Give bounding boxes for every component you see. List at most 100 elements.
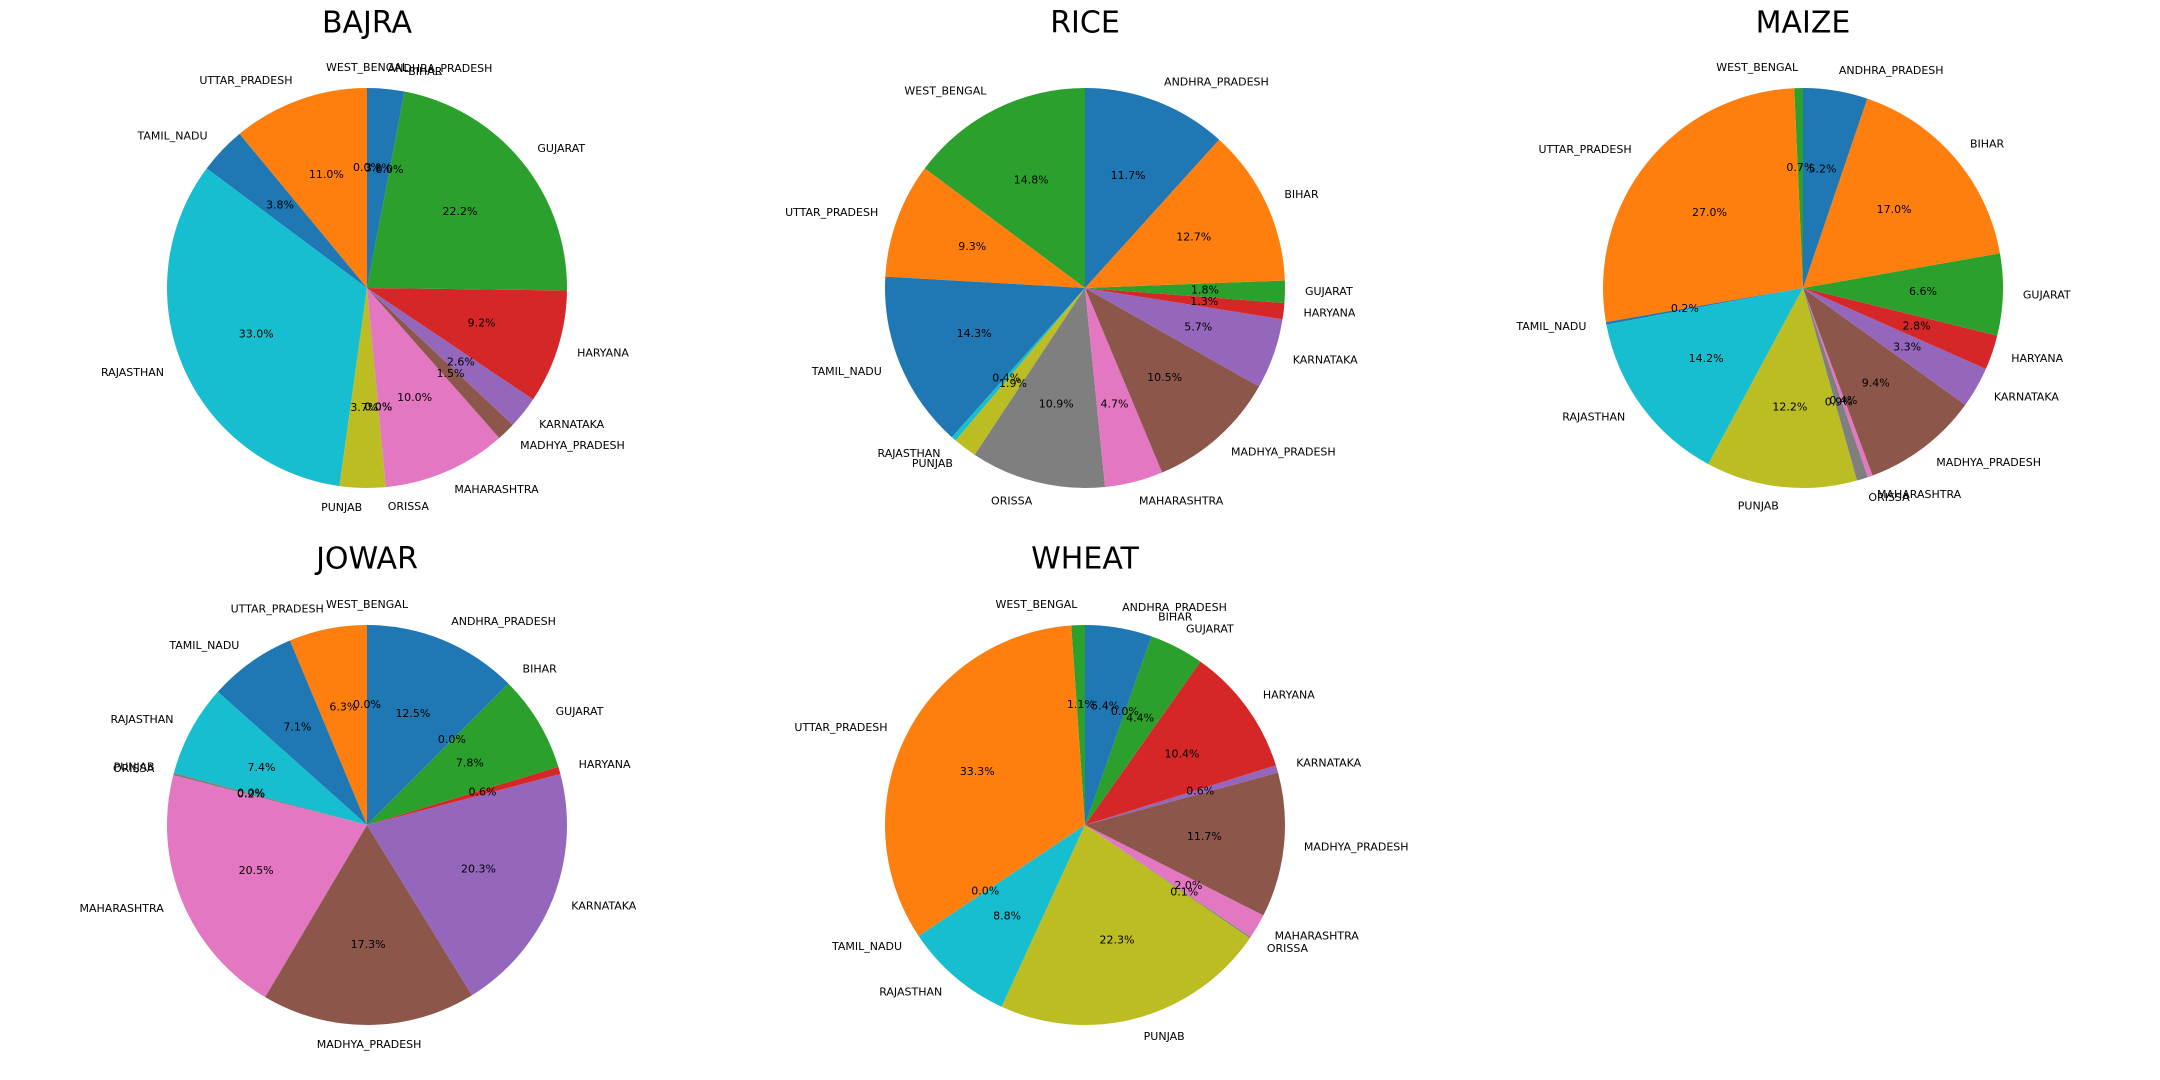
chart-title: RICE bbox=[1050, 6, 1120, 41]
slice-percent-label: 10.9% bbox=[1039, 398, 1074, 411]
chart-title: MAIZE bbox=[1756, 6, 1851, 41]
pie-wedges bbox=[1602, 87, 2003, 488]
slice-category-label: UTTAR_PRADESH bbox=[199, 74, 292, 87]
pie-slice-uttar-pradesh bbox=[1602, 88, 1803, 323]
pie-labels: 0.7% WEST_BENGAL 27.0% UTTAR_PRADESH 0.2% TAM… bbox=[1515, 61, 2070, 513]
slice-percent-label: 4.4% bbox=[1126, 711, 1154, 724]
slice-percent-label: 7.1% bbox=[283, 720, 311, 733]
slice-category-label: RAJASTHAN bbox=[878, 447, 941, 460]
slice-percent-label: 3.3% bbox=[1893, 341, 1921, 354]
pie-slice-tamil-nadu bbox=[217, 640, 367, 825]
pie-slice-andhra-pradesh bbox=[1085, 88, 1220, 288]
slice-category-label: PUNJAB bbox=[1738, 500, 1779, 513]
pie-slice-punjab bbox=[339, 288, 386, 488]
pie-slice-rajasthan bbox=[951, 288, 1085, 441]
slice-category-label: ORISSA bbox=[991, 495, 1033, 508]
slice-percent-label: 10.4% bbox=[1165, 747, 1200, 760]
slice-percent-label: 33.3% bbox=[960, 765, 995, 778]
pie-slice-haryana bbox=[1803, 288, 1998, 369]
slice-percent-label: 0.6% bbox=[468, 785, 496, 798]
pie-slice-madhya-pradesh bbox=[265, 825, 473, 1026]
slice-percent-label: 6.3% bbox=[329, 700, 357, 713]
slice-percent-label: 10.5% bbox=[1147, 371, 1182, 384]
slice-percent-label: 1.9% bbox=[999, 377, 1027, 390]
slice-category-label: RAJASTHAN bbox=[111, 713, 174, 726]
slice-category-label: TAMIL_NADU bbox=[1515, 320, 1586, 333]
pie-chart-rice: RICE14.8%WEST_BENGAL9.3%UTTAR_PRADESH14.… bbox=[785, 6, 1358, 508]
slice-percent-label: 0.4% bbox=[992, 372, 1020, 385]
pie-slice-tamil-nadu bbox=[885, 276, 1085, 438]
pie-slice-orissa bbox=[1085, 825, 1251, 939]
slice-category-label: ANDHRA_PRADESH bbox=[1839, 64, 1944, 77]
pie-slice-west-bengal bbox=[1071, 625, 1085, 825]
slice-percent-label: 17.0% bbox=[1877, 203, 1912, 216]
slice-category-label: GUJARAT bbox=[1186, 623, 1234, 636]
slice-category-label: ANDHRA_PRADESH bbox=[1164, 76, 1269, 89]
slice-percent-label: 33.0% bbox=[239, 327, 274, 340]
slice-category-label: KARNATAKA bbox=[571, 900, 636, 913]
slice-percent-label: 4.7% bbox=[1101, 397, 1129, 410]
pie-slice-madhya-pradesh bbox=[1085, 772, 1286, 916]
slice-percent-label: 0.2% bbox=[237, 787, 265, 800]
pie-slice-gujarat bbox=[367, 683, 559, 825]
slice-category-label: MAHARASHTRA bbox=[1275, 930, 1360, 943]
slice-category-label: BIHAR bbox=[1158, 611, 1193, 624]
slice-percent-label: 3.?% bbox=[365, 162, 392, 175]
slice-category-label: KARNATAKA bbox=[1994, 390, 2059, 403]
slice-percent-label: 1.3% bbox=[1190, 295, 1218, 308]
slice-percent-label: 3.8% bbox=[266, 198, 294, 211]
slice-category-label: ORISSA bbox=[113, 762, 155, 775]
slice-percent-label: 0.6% bbox=[1186, 784, 1214, 797]
pie-slice-madhya-pradesh bbox=[1085, 288, 1260, 473]
pie-slice-rajasthan bbox=[918, 825, 1085, 1007]
slice-percent-label: 0.0% bbox=[237, 787, 265, 800]
pie-slice-gujarat bbox=[1085, 636, 1201, 825]
slice-percent-label: 1.5% bbox=[437, 367, 465, 380]
pie-slice-andhra-pradesh bbox=[367, 88, 405, 288]
slice-percent-label: 20.5% bbox=[239, 864, 274, 877]
slice-percent-label: 5.2% bbox=[1809, 163, 1837, 176]
slice-category-label: PUNJAB bbox=[114, 761, 155, 774]
slice-category-label: MAHARASHTRA bbox=[454, 483, 539, 496]
pie-slice-punjab bbox=[1708, 288, 1858, 488]
slice-category-label: WEST_BENGAL bbox=[1716, 61, 1799, 74]
pie-slice-karnataka bbox=[1085, 288, 1283, 387]
slice-category-label: MADHYA_PRADESH bbox=[520, 439, 625, 452]
pie-slice-uttar-pradesh bbox=[884, 625, 1085, 937]
pie-slice-maharashtra bbox=[1085, 825, 1264, 938]
slice-percent-label: 11.0% bbox=[309, 168, 344, 181]
slice-percent-label: 1.8% bbox=[1191, 283, 1219, 296]
slice-category-label: PUNJAB bbox=[912, 457, 953, 470]
pie-slice-andhra-pradesh bbox=[1085, 625, 1152, 825]
slice-percent-label: 0.0% bbox=[971, 885, 999, 898]
pie-slice-haryana bbox=[1085, 288, 1285, 320]
pie-slice-gujarat bbox=[367, 91, 567, 291]
slice-percent-label: 0.0% bbox=[364, 400, 392, 413]
pie-slice-haryana bbox=[1085, 661, 1276, 825]
slice-category-label: GUJARAT bbox=[2023, 288, 2071, 301]
pie-slice-haryana bbox=[367, 766, 561, 825]
pie-slice-madhya-pradesh bbox=[367, 288, 513, 439]
pie-slice-gujarat bbox=[1803, 253, 2003, 336]
pie-wedges bbox=[884, 625, 1286, 1026]
pie-labels: 0.0% WEST_BENGAL 6.3% UTTAR_PRADESH 7.1% TAMI… bbox=[80, 598, 637, 1051]
slice-percent-label: 0.0% bbox=[364, 400, 392, 413]
slice-percent-label: 20.3% bbox=[461, 863, 496, 876]
slice-percent-label: 22.3% bbox=[1100, 934, 1135, 947]
slice-percent-label: 7.4% bbox=[248, 761, 276, 774]
slice-category-label: MADHYA_PRADESH bbox=[1304, 840, 1409, 853]
pie-slice-uttar-pradesh bbox=[289, 625, 367, 825]
pie-slice-tamil-nadu bbox=[206, 133, 367, 288]
pie-slice-uttar-pradesh bbox=[885, 168, 1085, 288]
slice-percent-label: 2.0% bbox=[1174, 879, 1202, 892]
slice-category-label: WEST_BENGAL bbox=[326, 598, 409, 611]
slice-percent-label: 1.1% bbox=[1067, 698, 1095, 711]
pie-labels: 1.1% WEST_BENGAL 33.3% UTTAR_PRADESH 0.0% TAM… bbox=[794, 598, 1408, 1043]
pie-slice-andhra-pradesh bbox=[1803, 87, 1868, 288]
pie-wedges bbox=[166, 625, 567, 1026]
chart-title: WHEAT bbox=[1031, 542, 1139, 577]
pie-wedges bbox=[167, 88, 567, 488]
pie-chart-wheat: WHEAT 1.1% WEST_BENGAL 33.3% UTTAR_PRADESH 0.… bbox=[794, 542, 1408, 1044]
slice-category-label: HARYANA bbox=[579, 758, 631, 771]
